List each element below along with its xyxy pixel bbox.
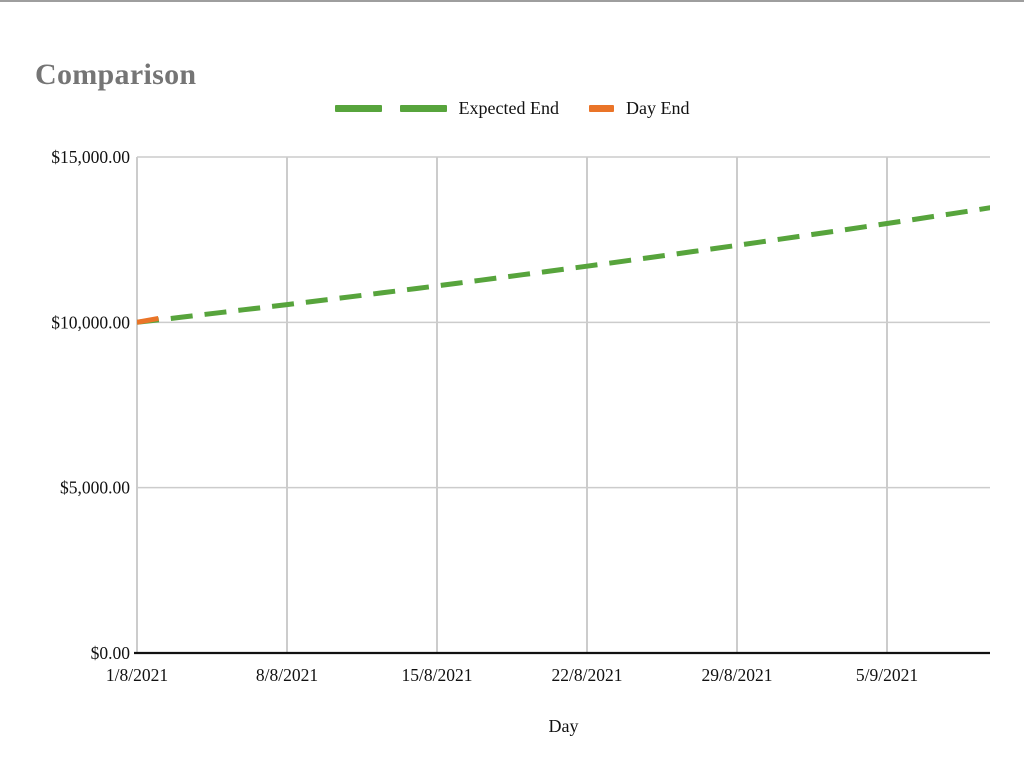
legend-label-day-end: Day End [625, 98, 690, 118]
series-group [137, 205, 990, 325]
y-tick-label: $5,000.00 [60, 478, 130, 498]
y-tick-label: $10,000.00 [51, 312, 130, 332]
y-tick-label: $0.00 [91, 643, 131, 663]
x-tick-label: 5/9/2021 [856, 665, 918, 685]
x-axis-title: Day [548, 716, 579, 736]
y-tick-label: $15,000.00 [51, 147, 130, 167]
legend-label-expected-end: Expected End [458, 98, 559, 118]
expected-end-dashed-line-icon [334, 104, 447, 112]
x-tick-label: 8/8/2021 [256, 665, 318, 685]
day-end-line-icon [588, 104, 614, 112]
x-tick-label: 1/8/2021 [106, 665, 168, 685]
legend-item-day-end: Day End [588, 97, 690, 119]
series-line-day-end [137, 315, 159, 325]
series-line-expected-end [137, 205, 990, 325]
chart-title: Comparison [35, 58, 197, 92]
chart-legend: Expected End Day End [0, 97, 1024, 119]
x-tick-label: 22/8/2021 [552, 665, 623, 685]
legend-item-expected-end: Expected End [334, 97, 559, 119]
x-tick-label: 29/8/2021 [702, 665, 773, 685]
window-top-divider [0, 0, 1024, 2]
x-tick-label: 15/8/2021 [402, 665, 473, 685]
